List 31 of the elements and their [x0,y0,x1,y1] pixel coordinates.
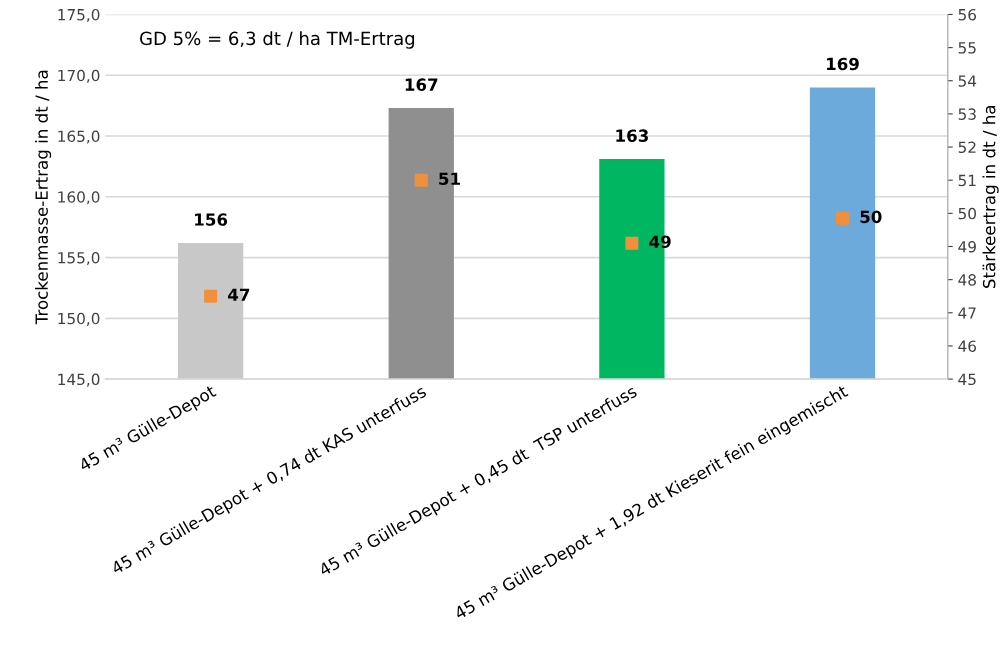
y-tick-label: 170,0 [58,69,100,83]
annotation: GD 5% = 6,3 dt / ha TM-Ertrag [140,31,415,49]
y-tick-label: 155,0 [58,252,100,266]
y2-axis-title: Stärkeertrag in dt / ha [982,105,999,288]
y2-tick-label: 49 [958,240,976,253]
y-tick-label: 160,0 [58,191,100,205]
point [625,236,639,250]
y2-tick-label: 53 [958,108,976,120]
y2-tick-label: 45 [958,373,976,386]
y2-tick-label: 52 [958,141,976,154]
point [414,173,428,187]
y-tick-label: 175,0 [58,8,100,23]
y2-tick-label: 47 [958,307,976,319]
data-label: 163 [616,129,648,142]
y-axis-title: Trockenmasse-Ertrag in dt / ha [35,70,52,325]
y2-tick-label: 56 [958,8,977,21]
data-label: 156 [195,213,228,226]
data-label: 167 [405,78,438,91]
y2-tick-label: 51 [958,174,976,187]
y2-tick-label: 46 [958,340,977,352]
point [836,211,850,225]
y2-tick-label: 48 [958,274,976,286]
data-label: 47 [228,288,250,301]
y-tick-label: 165,0 [58,130,100,144]
y-tick-label: 145,0 [58,373,100,387]
data-label: 169 [827,57,859,71]
y2-tick-label: 55 [958,42,976,54]
y2-tick-label: 50 [958,207,976,220]
y-tick-label: 150,0 [58,312,100,326]
point [204,289,218,303]
y2-tick-label: 54 [958,75,977,87]
